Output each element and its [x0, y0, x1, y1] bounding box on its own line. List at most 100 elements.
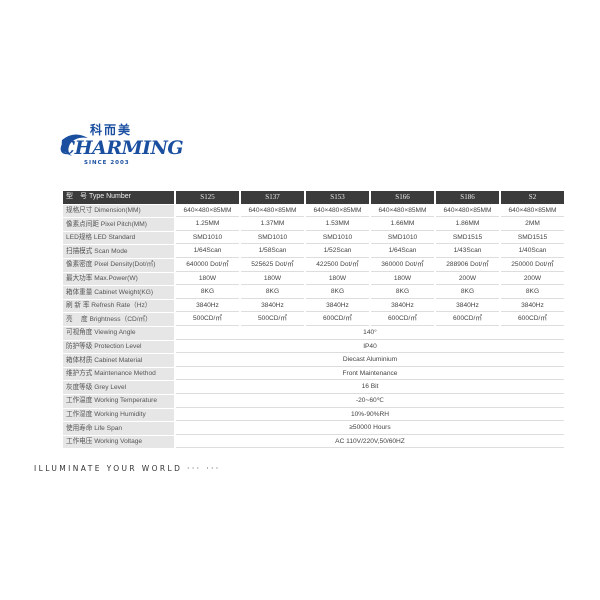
logo-swoosh-icon: [61, 134, 88, 156]
row-label: 灰度等级 Grey Level: [63, 381, 174, 394]
cell-value: 8KG: [501, 286, 564, 299]
table-row: 工作温度 Working Temperature -20~60℃: [63, 394, 564, 408]
charming-logo: 科而美 CHARMING SINCE 2003: [60, 123, 184, 172]
cell-value: 8KG: [436, 286, 499, 299]
cell-value: SMD1515: [501, 232, 564, 245]
logo-english-text: CHARMING: [60, 137, 184, 159]
cell-value: 1/40Scan: [501, 245, 564, 258]
row-label: 像素密度 Pixel Density(Dot/㎡): [63, 258, 174, 272]
cell-value: 180W: [371, 273, 434, 286]
cell-value: 8KG: [241, 286, 304, 299]
row-label: 工作温度 Working Temperature: [63, 394, 174, 408]
row-label: 防护等级 Protection Level: [63, 340, 174, 354]
table-row: 工作湿度 Working Humidity 10%-90%RH: [63, 408, 564, 422]
cell-value: 500CD/㎡: [176, 313, 239, 326]
type-number-header: 型 号 Type Number: [63, 191, 174, 204]
cell-value: 180W: [306, 273, 369, 286]
cell-value: 640×480×85MM: [501, 205, 564, 218]
cell-value: 200W: [501, 273, 564, 286]
row-label: 像素点间距 Pixel Pitch(MM): [63, 218, 174, 231]
common-value: IP40: [176, 341, 564, 354]
common-value: 16 Bit: [176, 381, 564, 394]
row-label: 使用寿命 Life Span: [63, 422, 174, 435]
model-header: S2: [501, 191, 564, 204]
table-row: 最大功率 Max.Power(W) 180W 180W 180W 180W 200W 200…: [63, 272, 564, 286]
cell-value: 8KG: [371, 286, 434, 299]
cell-value: 8KG: [176, 286, 239, 299]
row-label: 维护方式 Maintenance Method: [63, 367, 174, 381]
model-header: S186: [436, 191, 499, 204]
row-label: 规格尺寸 Dimension(MM): [63, 204, 174, 218]
cell-value: 3840Hz: [371, 300, 434, 313]
table-row: 灰度等级 Grey Level 16 Bit: [63, 381, 564, 394]
row-label: 工作湿度 Working Humidity: [63, 408, 174, 422]
common-value: ≥50000 Hours: [176, 422, 564, 435]
cell-value: 640×480×85MM: [176, 205, 239, 218]
cell-value: 500CD/㎡: [241, 313, 304, 326]
table-row: 可视角度 Viewing Angle 140°: [63, 326, 564, 340]
table-row: 维护方式 Maintenance Method Front Maintenance: [63, 367, 564, 381]
cell-value: 3840Hz: [501, 300, 564, 313]
spec-table: 型 号 Type Number S125 S137 S153 S166 S186 S2 规…: [61, 190, 566, 449]
cell-value: 600CD/㎡: [436, 313, 499, 326]
table-row: 箱体重量 Cabinet Weight(KG) 8KG 8KG 8KG 8KG 8KG 8K…: [63, 286, 564, 299]
cell-value: 600CD/㎡: [501, 313, 564, 326]
header-row: 型 号 Type Number S125 S137 S153 S166 S186 S2: [63, 191, 564, 204]
table-row: 扫描模式 Scan Mode 1/64Scan 1/58Scan 1/52Scan 1/…: [63, 245, 564, 258]
common-value: -20~60℃: [176, 395, 564, 408]
cell-value: 525625 Dot/㎡: [241, 259, 304, 272]
cell-value: 8KG: [306, 286, 369, 299]
cell-value: 1.66MM: [371, 218, 434, 231]
cell-value: 360000 Dot/㎡: [371, 259, 434, 272]
cell-value: 640×480×85MM: [241, 205, 304, 218]
row-label: 箱体重量 Cabinet Weight(KG): [63, 286, 174, 299]
cell-value: 640×480×85MM: [306, 205, 369, 218]
cell-value: 250000 Dot/㎡: [501, 259, 564, 272]
row-label: LED规格 LED Standard: [63, 231, 174, 245]
cell-value: 3840Hz: [241, 300, 304, 313]
common-value: Front Maintenance: [176, 368, 564, 381]
cell-value: 3840Hz: [176, 300, 239, 313]
cell-value: 1.25MM: [176, 218, 239, 231]
table-row: 使用寿命 Life Span ≥50000 Hours: [63, 422, 564, 435]
row-label: 扫描模式 Scan Mode: [63, 245, 174, 258]
common-value: 10%-90%RH: [176, 409, 564, 422]
cell-value: 1/43Scan: [436, 245, 499, 258]
cell-value: 1/58Scan: [241, 245, 304, 258]
cell-value: 640000 Dot/㎡: [176, 259, 239, 272]
logo-chinese-text: 科而美: [90, 123, 133, 137]
cell-value: 288906 Dot/㎡: [436, 259, 499, 272]
common-value: 140°: [176, 327, 564, 340]
cell-value: 2MM: [501, 218, 564, 231]
cell-value: 1.86MM: [436, 218, 499, 231]
model-header: S137: [241, 191, 304, 204]
table-row: 工作电压 Working Voltage AC 110V/220V,50/60HZ: [63, 435, 564, 449]
model-header: S125: [176, 191, 239, 204]
table-row: LED规格 LED Standard SMD1010 SMD1010 SMD1010 S…: [63, 231, 564, 245]
cell-value: 3840Hz: [436, 300, 499, 313]
cell-value: 600CD/㎡: [306, 313, 369, 326]
cell-value: 640×480×85MM: [436, 205, 499, 218]
cell-value: SMD1010: [371, 232, 434, 245]
cell-value: 422500 Dot/㎡: [306, 259, 369, 272]
table-row: 箱体材质 Cabinet Material Diecast Aluminium: [63, 354, 564, 367]
cell-value: SMD1010: [241, 232, 304, 245]
table-row: 亮 度 Brightness（CD/㎡） 500CD/㎡ 500CD/㎡ 600CD/…: [63, 313, 564, 326]
cell-value: SMD1010: [176, 232, 239, 245]
cell-value: 1.53MM: [306, 218, 369, 231]
row-label: 箱体材质 Cabinet Material: [63, 354, 174, 367]
cell-value: 180W: [176, 273, 239, 286]
cell-value: 640×480×85MM: [371, 205, 434, 218]
common-value: Diecast Aluminium: [176, 354, 564, 367]
cell-value: 3840Hz: [306, 300, 369, 313]
common-value: AC 110V/220V,50/60HZ: [176, 436, 564, 449]
cell-value: 1/64Scan: [176, 245, 239, 258]
row-label: 工作电压 Working Voltage: [63, 435, 174, 449]
cell-value: 600CD/㎡: [371, 313, 434, 326]
table-row: 刷 新 率 Refresh Rate（Hz） 3840Hz 3840Hz 3840Hz…: [63, 299, 564, 313]
table-row: 规格尺寸 Dimension(MM) 640×480×85MM 640×480×85…: [63, 204, 564, 218]
row-label: 最大功率 Max.Power(W): [63, 272, 174, 286]
row-label: 刷 新 率 Refresh Rate（Hz）: [63, 299, 174, 313]
cell-value: SMD1010: [306, 232, 369, 245]
table-row: 像素点间距 Pixel Pitch(MM) 1.25MM 1.37MM 1.53MM 1…: [63, 218, 564, 231]
